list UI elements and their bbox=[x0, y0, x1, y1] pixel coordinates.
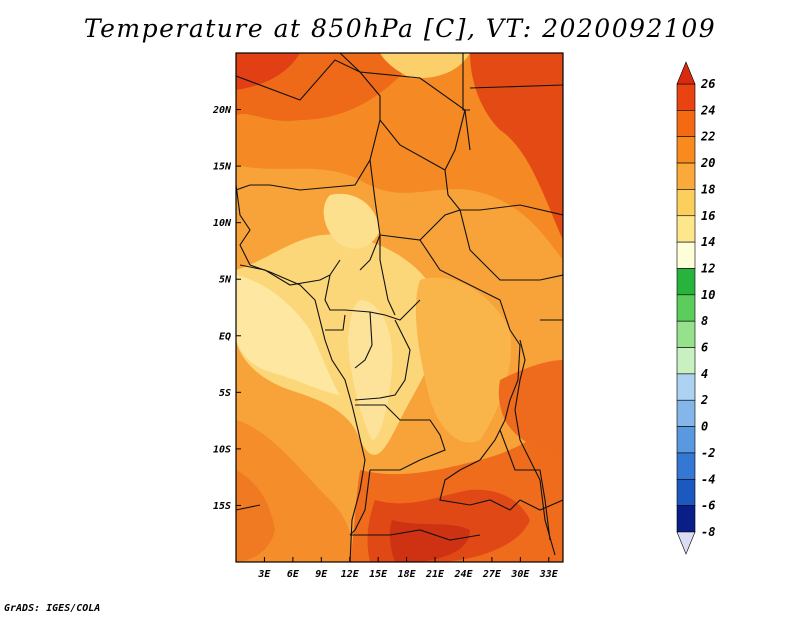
y-tick-label: EQ bbox=[219, 331, 231, 342]
colorbar-label: -8 bbox=[701, 525, 715, 539]
colorbar-top-arrow bbox=[676, 61, 696, 85]
y-tick-label: 15N bbox=[213, 162, 232, 173]
colorbar-bottom-arrow bbox=[676, 531, 696, 555]
colorbar-label: -2 bbox=[701, 446, 715, 460]
colorbar-label: 14 bbox=[701, 235, 715, 249]
y-tick-label: 10N bbox=[213, 218, 232, 229]
credit-text: GrADS: IGES/COLA bbox=[4, 603, 101, 614]
colorbar-label: 8 bbox=[701, 314, 708, 328]
colorbar-box bbox=[676, 110, 696, 138]
colorbar-box bbox=[676, 294, 696, 322]
colorbar-box bbox=[676, 320, 696, 348]
colorbar-box bbox=[676, 478, 696, 506]
x-tick-label: 12E bbox=[341, 569, 360, 580]
colorbar-label: 24 bbox=[700, 103, 715, 117]
x-tick-label: 3E bbox=[257, 569, 271, 580]
colorbar-box bbox=[676, 189, 696, 217]
y-tick-label: 20N bbox=[212, 105, 232, 116]
x-tick-label: 6E bbox=[287, 569, 300, 580]
colorbar-label: 18 bbox=[701, 182, 715, 196]
y-axis: 20N 15N 10N 5N EQ 5S 10S 15S bbox=[212, 105, 241, 512]
colorbar-label: 10 bbox=[701, 288, 715, 302]
colorbar-box bbox=[676, 162, 696, 190]
colorbar-label: -4 bbox=[701, 472, 715, 486]
colorbar-label: 12 bbox=[701, 261, 715, 275]
y-tick-label: 10S bbox=[213, 444, 231, 455]
colorbar-box bbox=[676, 268, 696, 296]
x-tick-label: 27E bbox=[482, 569, 502, 580]
colorbar-label: 20 bbox=[700, 156, 715, 170]
x-tick-label: 33E bbox=[539, 569, 559, 580]
colorbar-label: 2 bbox=[700, 393, 708, 407]
colorbar-box bbox=[676, 399, 696, 427]
x-tick-label: 15E bbox=[369, 569, 388, 580]
colorbar-box bbox=[676, 373, 696, 401]
y-tick-label: 15S bbox=[213, 501, 231, 512]
map-frame bbox=[235, 52, 564, 563]
country-borders bbox=[236, 53, 563, 562]
colorbar-box bbox=[676, 241, 696, 269]
colorbar-box bbox=[676, 452, 696, 480]
colorbar-label: 16 bbox=[701, 209, 715, 223]
colorbar-box bbox=[676, 347, 696, 375]
x-tick-label: 9E bbox=[315, 569, 328, 580]
y-tick-label: 5S bbox=[219, 388, 231, 399]
colorbar-label: 22 bbox=[700, 130, 715, 144]
colorbar-label: 0 bbox=[701, 420, 708, 434]
x-tick-label: 30E bbox=[510, 569, 530, 580]
x-tick-label: 21E bbox=[425, 569, 445, 580]
colorbar-label: 6 bbox=[701, 341, 708, 355]
x-tick-label: 24E bbox=[453, 569, 473, 580]
y-tick-label: 5N bbox=[219, 275, 232, 286]
colorbar-box bbox=[676, 136, 696, 164]
colorbar-box bbox=[676, 83, 696, 111]
colorbar-box bbox=[676, 426, 696, 454]
colorbar-box bbox=[676, 505, 696, 533]
colorbar-box bbox=[676, 215, 696, 243]
chart-title: Temperature at 850hPa [C], VT: 202009210… bbox=[83, 14, 717, 43]
x-axis: 3E 6E 9E 12E 15E 18E 21E 24E 27E 30E 33E bbox=[257, 557, 559, 580]
colorbar-label: 26 bbox=[700, 77, 715, 91]
temperature-field bbox=[236, 53, 563, 562]
x-tick-label: 18E bbox=[398, 569, 417, 580]
colorbar-label: -6 bbox=[701, 499, 715, 513]
colorbar-label: 4 bbox=[701, 367, 708, 381]
